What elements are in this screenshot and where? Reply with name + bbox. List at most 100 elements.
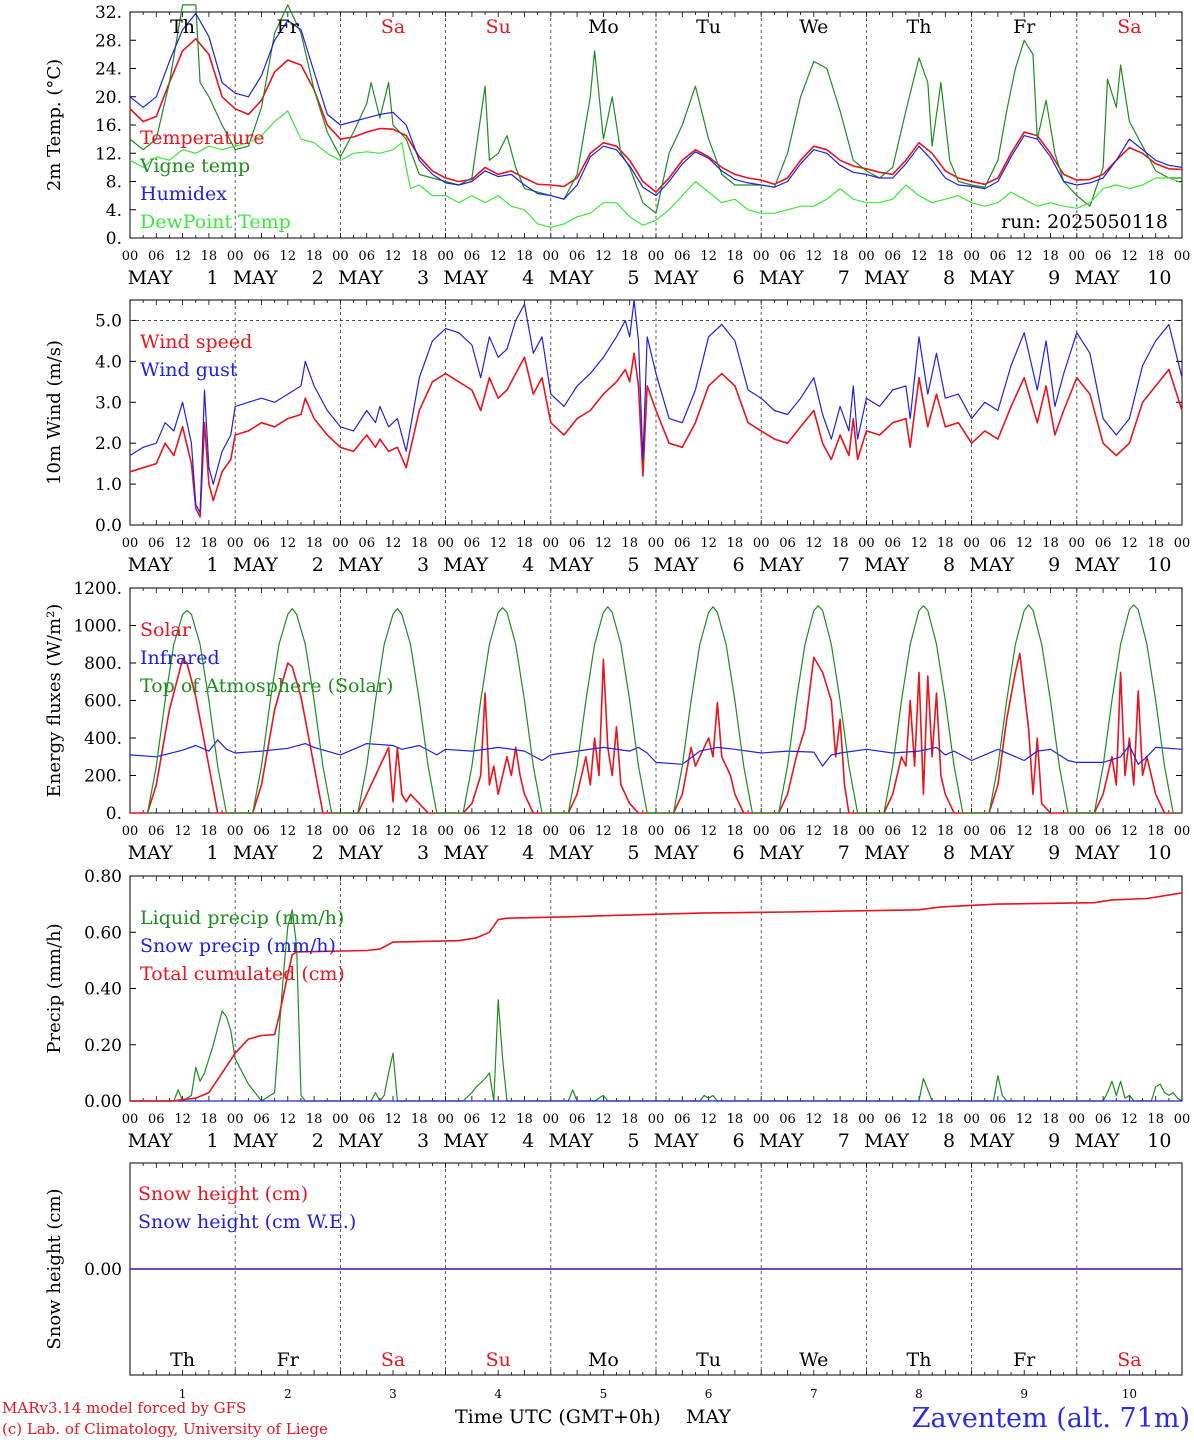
hour-tick-label: 12 xyxy=(1016,249,1033,264)
precip-series-total-cumulated-cm xyxy=(130,892,1183,1102)
hour-tick-label: 18 xyxy=(1042,824,1059,839)
legend-entry: Snow precip (mm/h) xyxy=(140,935,336,957)
hour-tick-label: 00 xyxy=(332,824,349,839)
hour-tick-label: 18 xyxy=(516,824,533,839)
hour-tick-label: 12 xyxy=(911,824,928,839)
hour-tick-label: 06 xyxy=(779,249,796,264)
hour-tick-label: 12 xyxy=(1121,536,1138,551)
weekday-label: Th xyxy=(170,16,195,38)
hour-tick-label: 18 xyxy=(937,1112,954,1127)
weekday-label: We xyxy=(799,16,828,38)
month-label: MAY xyxy=(759,267,804,289)
hour-tick-label: 12 xyxy=(490,536,507,551)
hour-tick-label: 06 xyxy=(884,1112,901,1127)
hour-tick-label: 00 xyxy=(648,249,665,264)
weekday-label: Fr xyxy=(1013,16,1036,38)
temperature-series-vigne-temp xyxy=(129,4,1182,214)
y-tick-label: 1.0 xyxy=(95,475,122,495)
energy-series-top-of-atmosphere-solar xyxy=(146,604,1182,814)
month-label: MAY xyxy=(338,267,383,289)
day-number-label: 9 xyxy=(1048,554,1060,576)
hour-tick-label: 06 xyxy=(464,1112,481,1127)
hour-tick-label: 00 xyxy=(227,249,244,264)
temperature-series-humidex xyxy=(129,12,1183,200)
month-label: MAY xyxy=(128,1130,173,1152)
hour-tick-label: 12 xyxy=(700,1112,717,1127)
legend-entry: Top of Atmosphere (Solar) xyxy=(140,675,393,697)
y-tick-label: 8. xyxy=(106,173,122,193)
y-tick-label: 12. xyxy=(95,144,122,164)
hour-tick-label: 06 xyxy=(1095,249,1112,264)
hour-tick-label: 06 xyxy=(148,536,165,551)
hour-tick-label: 18 xyxy=(832,1112,849,1127)
day-number-label: 9 xyxy=(1048,1130,1060,1152)
hour-tick-label: 06 xyxy=(148,249,165,264)
day-number-label: 1 xyxy=(179,1387,187,1401)
day-number-label: 7 xyxy=(838,842,850,864)
month-label: MAY xyxy=(443,554,488,576)
month-label: MAY xyxy=(654,1130,699,1152)
hour-tick-label: 06 xyxy=(358,536,375,551)
day-number-label: 8 xyxy=(943,267,955,289)
y-axis-label: 10m Wind (m/s) xyxy=(44,340,65,485)
hour-tick-label: 18 xyxy=(516,1112,533,1127)
y-tick-label: 4. xyxy=(106,201,122,221)
hour-tick-label: 00 xyxy=(963,1112,980,1127)
y-tick-label: 5.0 xyxy=(95,311,122,331)
hour-tick-label: 06 xyxy=(674,249,691,264)
month-label: MAY xyxy=(338,554,383,576)
weekday-label: Tu xyxy=(696,1349,721,1371)
month-label: MAY xyxy=(128,554,173,576)
hour-tick-label: 00 xyxy=(858,536,875,551)
day-number-label: 9 xyxy=(1048,842,1060,864)
hour-tick-label: 12 xyxy=(1121,249,1138,264)
weekday-label: Fr xyxy=(1013,1349,1036,1371)
hour-tick-label: 06 xyxy=(358,1112,375,1127)
y-axis-label: 2m Temp. (°C) xyxy=(44,59,65,191)
hour-tick-label: 00 xyxy=(753,536,770,551)
day-number-label: 2 xyxy=(312,1130,324,1152)
hour-tick-label: 12 xyxy=(700,249,717,264)
temperature-series-temperature xyxy=(129,37,1183,193)
temperature-panel: 0. 4. 8. 12. 16. 20. 24. 28. 32. 2m Temp. (°C) Tem… xyxy=(44,3,1190,289)
legend-entry: Solar xyxy=(140,619,192,641)
month-label: MAY xyxy=(443,267,488,289)
hour-tick-label: 12 xyxy=(1016,536,1033,551)
y-tick-label: 0.80 xyxy=(84,867,122,887)
month-label: MAY xyxy=(1074,267,1119,289)
hour-tick-label: 18 xyxy=(1042,1112,1059,1127)
energy-series-infrared xyxy=(129,739,1183,767)
hour-tick-label: 06 xyxy=(779,1112,796,1127)
y-tick-label: 2.0 xyxy=(95,434,122,454)
hour-tick-label: 06 xyxy=(569,536,586,551)
y-tick-label: 4.0 xyxy=(95,352,122,372)
hour-tick-label: 06 xyxy=(990,249,1007,264)
day-number-label: 5 xyxy=(627,1130,639,1152)
precip-series-liquid-precip-mm-h xyxy=(130,909,1183,1102)
hour-tick-label: 06 xyxy=(148,1112,165,1127)
hour-tick-label: 12 xyxy=(1121,824,1138,839)
hour-tick-label: 18 xyxy=(727,824,744,839)
hour-tick-label: 18 xyxy=(201,1112,218,1127)
day-number-label: 4 xyxy=(494,1387,502,1401)
hour-tick-label: 00 xyxy=(858,824,875,839)
hour-tick-label: 00 xyxy=(648,536,665,551)
y-tick-label: 200. xyxy=(84,767,122,787)
hour-tick-label: 00 xyxy=(648,824,665,839)
day-number-label: 1 xyxy=(207,267,219,289)
hour-tick-label: 06 xyxy=(674,824,691,839)
hour-tick-label: 18 xyxy=(306,1112,323,1127)
hour-tick-label: 18 xyxy=(201,249,218,264)
hour-tick-label: 18 xyxy=(201,536,218,551)
hour-tick-label: 12 xyxy=(806,1112,823,1127)
day-number-label: 7 xyxy=(838,1130,850,1152)
hour-tick-label: 00 xyxy=(963,536,980,551)
y-tick-label: 0.20 xyxy=(84,1036,122,1056)
hour-tick-label: 18 xyxy=(937,536,954,551)
day-number-label: 3 xyxy=(417,1130,429,1152)
hour-tick-label: 12 xyxy=(280,536,297,551)
month-label: MAY xyxy=(969,842,1014,864)
hour-tick-label: 12 xyxy=(385,536,402,551)
y-tick-label: 0.00 xyxy=(84,1260,122,1280)
